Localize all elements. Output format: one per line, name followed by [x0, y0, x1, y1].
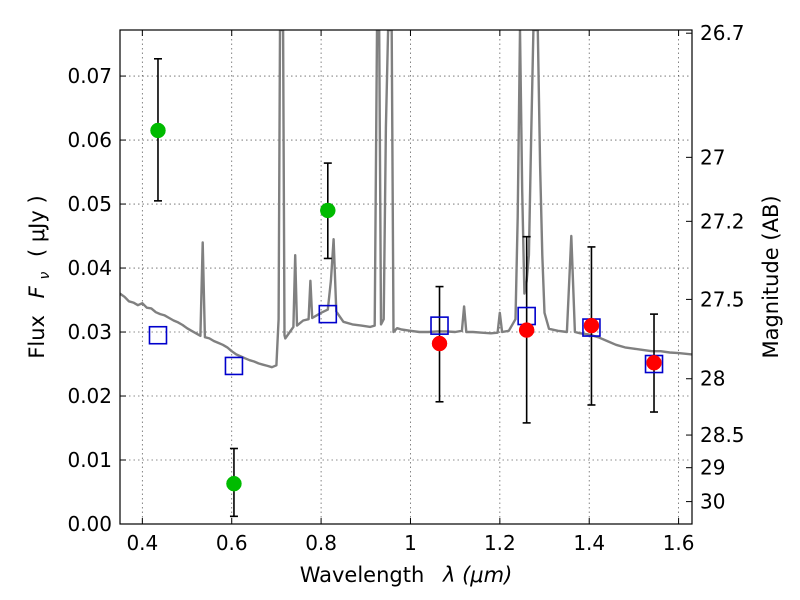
model-square [430, 316, 449, 335]
y2-tick-label: 28.5 [700, 423, 745, 447]
axes: 0.4 0.6 0.8 1 1.2 1.4 1.6 0.00 0.01 0.02 0.03 0.04 0… [67, 21, 744, 555]
green-data-point [150, 122, 166, 139]
red-data-point [431, 335, 448, 352]
y-tick-label: 0.01 [67, 448, 112, 472]
error-bars [153, 57, 659, 518]
y-tick-label: 0.02 [67, 384, 112, 408]
y2-tick-label: 27 [700, 145, 725, 169]
y2-tick-label: 29 [700, 456, 725, 480]
x-tick-label: 0.6 [216, 531, 248, 555]
y-tick-label: 0.00 [67, 512, 112, 536]
observed-points [150, 122, 662, 492]
y2-tick-label: 30 [700, 490, 725, 514]
y-tick-label: 0.07 [67, 64, 112, 88]
model-square [148, 325, 168, 345]
red-data-point [646, 354, 662, 371]
x-tick-label: 1 [404, 531, 417, 555]
x-tick-label: 1.2 [484, 531, 516, 555]
green-data-point [320, 202, 336, 219]
model-square [318, 304, 338, 324]
y2-tick-label: 27.2 [700, 209, 745, 233]
y-tick-label: 0.06 [67, 128, 112, 152]
green-data-point [226, 475, 242, 492]
grid [120, 30, 692, 525]
x-axis-label: Wavelength λ (μm) [300, 563, 513, 587]
y2-tick-label: 26.7 [700, 21, 745, 45]
x-tick-label: 1.4 [573, 531, 605, 555]
model-square [224, 356, 244, 376]
plot-frame [119, 29, 693, 525]
y-tick-label: 0.03 [67, 320, 112, 344]
y2-tick-label: 28 [700, 367, 725, 391]
spectrum-path [120, 30, 692, 369]
model-squares [148, 304, 664, 376]
y-tick-label: 0.04 [67, 256, 112, 280]
x-tick-label: 1.6 [663, 531, 695, 555]
red-data-point [583, 317, 600, 334]
x-tick-label: 0.4 [126, 531, 158, 555]
y2-tick-label: 27.5 [700, 287, 745, 311]
y2-axis-label: Magnitude (AB) [759, 195, 783, 358]
red-data-point [518, 322, 535, 338]
x-tick-label: 0.8 [305, 531, 337, 555]
y-tick-label: 0.05 [67, 192, 112, 216]
y-axis-label: Flux F ν ( μJy ) [25, 195, 54, 358]
spectrum-line [120, 30, 692, 369]
